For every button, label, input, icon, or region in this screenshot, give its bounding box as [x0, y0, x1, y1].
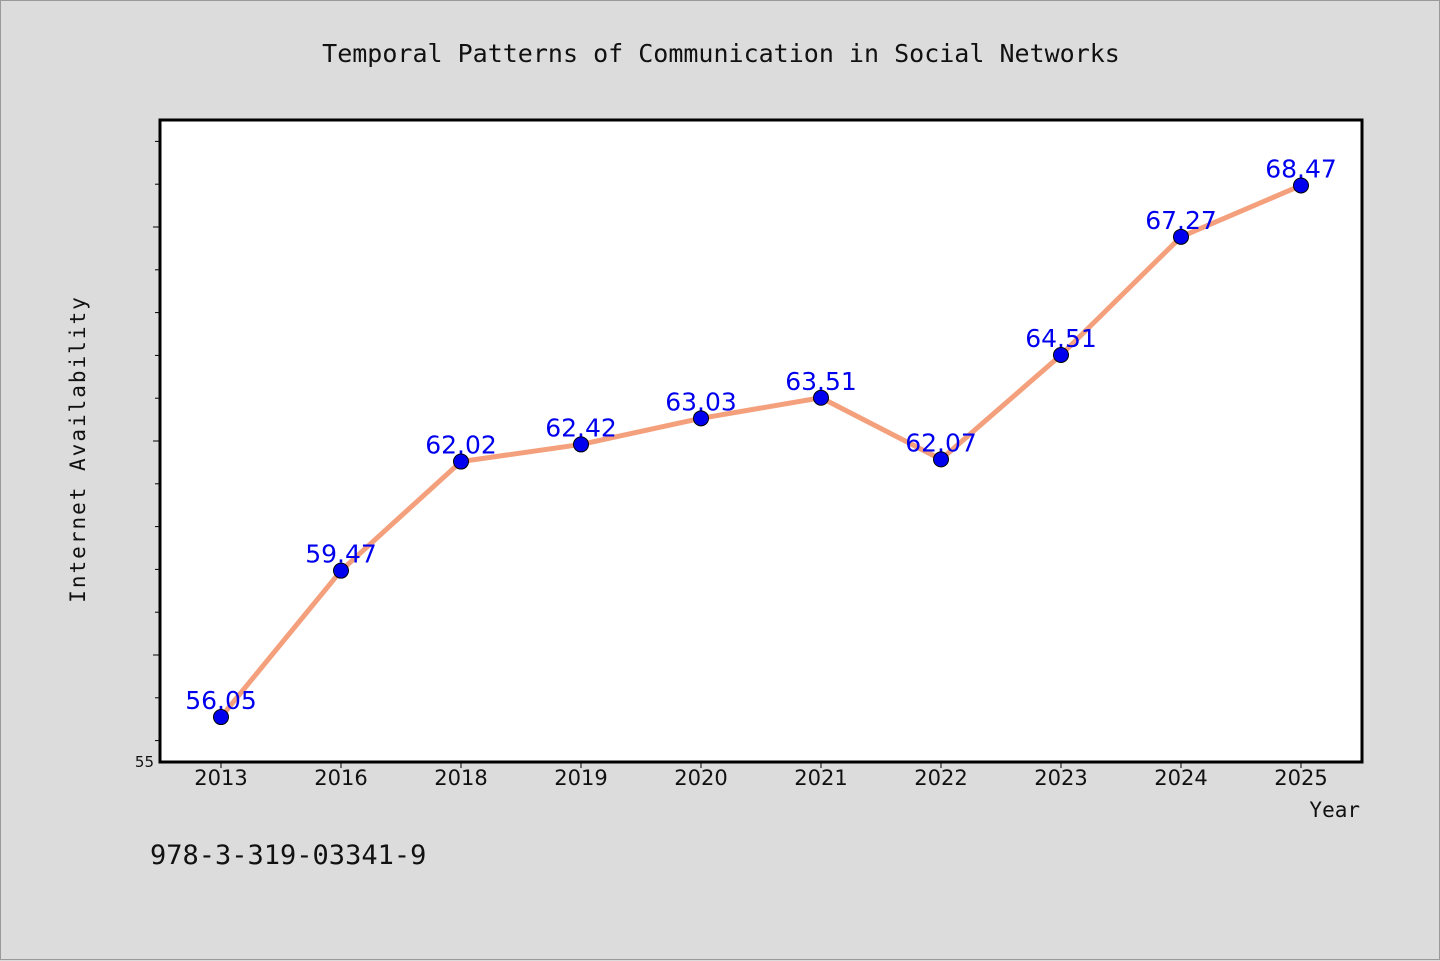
data-point-2022: [933, 451, 949, 468]
data-label-layer: 56.05 59.47 62.02 62.42 63.03 63.51 62.07 64.51…: [185, 154, 1337, 715]
data-label-2021: 63.51: [785, 367, 857, 396]
data-label-2024: 67.27: [1145, 206, 1217, 235]
x-tick-label-2016: 2016: [314, 766, 367, 790]
x-tick-label-2025: 2025: [1274, 766, 1327, 790]
x-tick-label-2023: 2023: [1034, 766, 1087, 790]
data-label-2025: 68.47: [1265, 154, 1337, 183]
series-layer: [213, 177, 1309, 726]
data-point-2019: [573, 436, 589, 453]
x-tick-label-2020: 2020: [674, 766, 727, 790]
isbn-footer: 978-3-319-03341-9: [150, 840, 426, 871]
data-point-2024: [1173, 228, 1189, 245]
x-tick-label-2024: 2024: [1154, 766, 1207, 790]
plot-area: [158, 118, 1364, 764]
data-label-2020: 63.03: [665, 387, 737, 416]
data-point-2025: [1293, 177, 1309, 194]
data-label-2013: 56.05: [185, 686, 257, 715]
data-point-2013: [213, 709, 229, 726]
x-tick-label-2022: 2022: [914, 766, 967, 790]
x-axis-ticks: 2013 2016 2018 2019 2020 2021 2022 2023 2024 2025: [194, 762, 1328, 790]
y-tick-label-55: 55: [135, 753, 154, 771]
data-point-2023: [1053, 346, 1069, 363]
series-line: [219, 183, 1302, 719]
data-label-2019: 62.42: [545, 413, 617, 442]
data-point-2020: [693, 410, 709, 427]
y-axis-ticks: [153, 140, 160, 742]
x-axis-label: Year: [1309, 798, 1360, 822]
y-axis-label: Internet Availability: [66, 295, 90, 603]
data-point-2016: [333, 562, 349, 579]
x-tick-label-2013: 2013: [194, 766, 247, 790]
data-label-2023: 64.51: [1025, 324, 1097, 353]
x-tick-label-2019: 2019: [554, 766, 607, 790]
data-label-2016: 59.47: [305, 540, 377, 569]
x-tick-label-2021: 2021: [794, 766, 847, 790]
data-point-2018: [453, 453, 469, 470]
x-tick-label-2018: 2018: [434, 766, 487, 790]
data-label-2022: 62.07: [905, 428, 977, 457]
data-point-2021: [813, 389, 829, 406]
chart-title: Temporal Patterns of Communication in So…: [322, 39, 1120, 68]
data-label-2018: 62.02: [425, 431, 497, 460]
